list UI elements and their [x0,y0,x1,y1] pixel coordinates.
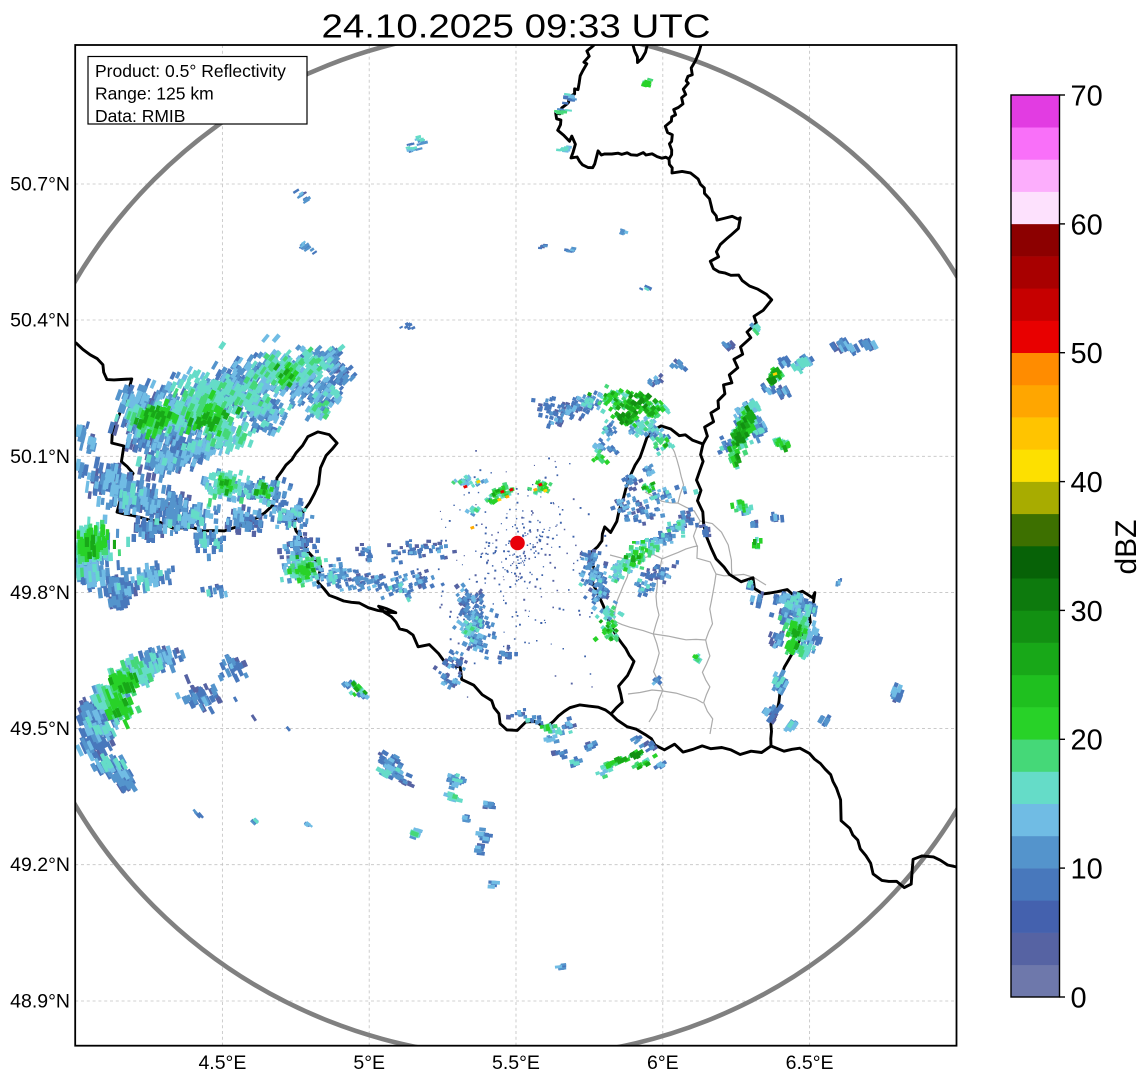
svg-text:5.5°E: 5.5°E [492,1052,540,1074]
svg-text:49.5°N: 49.5°N [10,718,70,740]
svg-text:Data: RMIB: Data: RMIB [95,106,185,126]
svg-text:6.5°E: 6.5°E [786,1052,834,1074]
svg-text:Product: 0.5° Reflectivity: Product: 0.5° Reflectivity [95,61,286,81]
svg-text:Range: 125 km: Range: 125 km [95,84,214,104]
svg-text:24.10.2025 09:33 UTC: 24.10.2025 09:33 UTC [322,8,711,45]
svg-text:40: 40 [1071,467,1103,499]
svg-text:49.2°N: 49.2°N [10,854,70,876]
svg-text:60: 60 [1071,209,1103,241]
svg-text:49.8°N: 49.8°N [10,582,70,604]
svg-text:50.1°N: 50.1°N [10,446,70,468]
svg-text:5°E: 5°E [353,1052,385,1074]
svg-text:0: 0 [1071,982,1087,1014]
svg-text:4.5°E: 4.5°E [198,1052,246,1074]
svg-text:20: 20 [1071,725,1103,757]
svg-text:48.9°N: 48.9°N [10,991,70,1013]
svg-text:dBZ: dBZ [1110,519,1143,574]
svg-text:50.7°N: 50.7°N [10,174,70,196]
svg-text:70: 70 [1071,80,1103,112]
svg-text:50.4°N: 50.4°N [10,310,70,332]
svg-text:30: 30 [1071,596,1103,628]
svg-text:50: 50 [1071,338,1103,370]
svg-text:6°E: 6°E [647,1052,679,1074]
svg-text:10: 10 [1071,854,1103,886]
